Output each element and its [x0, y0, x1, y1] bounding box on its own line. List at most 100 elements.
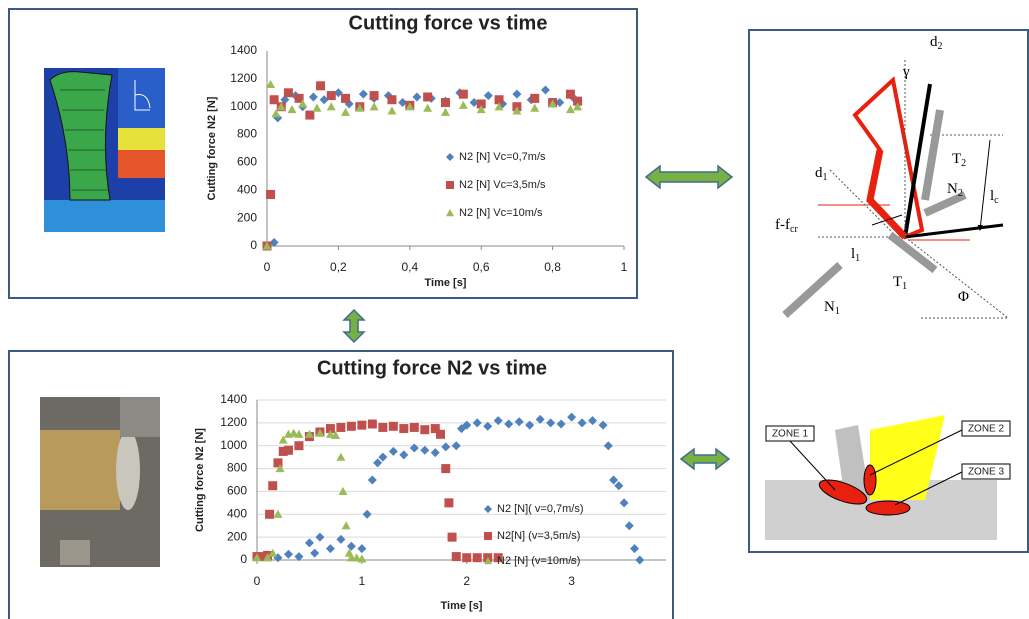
data-point: [333, 88, 343, 98]
data-point: [476, 99, 486, 109]
data-point: [262, 553, 272, 562]
data-point: [399, 450, 409, 460]
data-point: [472, 553, 482, 563]
data-point: [357, 544, 367, 554]
data-point: [268, 481, 278, 491]
data-point: [362, 509, 372, 519]
chart-title: Cutting force vs time: [349, 12, 548, 34]
data-point: [271, 109, 281, 118]
diagram-label: lc: [990, 188, 999, 206]
data-point: [409, 443, 419, 453]
data-point: [458, 100, 468, 109]
data-point: [316, 81, 326, 91]
lathe-photo: [40, 397, 160, 567]
data-point: [308, 92, 318, 102]
data-point: [358, 89, 368, 99]
diagram-label: d2: [930, 34, 943, 52]
data-point: [624, 521, 634, 531]
data-point: [269, 95, 279, 105]
diagram-label: N1: [824, 299, 840, 317]
data-point: [294, 552, 304, 562]
data-point: [556, 419, 566, 429]
data-point: [283, 445, 293, 455]
data-point: [341, 107, 351, 116]
x-tick-label: 0,4: [401, 260, 418, 274]
diagram-label: T2: [952, 151, 966, 169]
x-tick-label: 0: [264, 260, 271, 274]
data-point: [287, 105, 297, 114]
data-point: [430, 448, 440, 458]
data-point: [588, 416, 598, 426]
data-point: [315, 428, 325, 437]
data-point: [378, 452, 388, 462]
data-point: [388, 446, 398, 456]
data-point: [387, 106, 397, 115]
x-tick-label: 3: [568, 574, 575, 588]
zone-label: ZONE 1: [772, 429, 809, 440]
label-main: T: [952, 151, 961, 167]
data-point: [266, 79, 276, 89]
data-point: [315, 532, 325, 542]
y-tick-label: 200: [237, 210, 257, 224]
data-point: [609, 475, 619, 485]
diagram-label: γ: [902, 64, 910, 80]
label-sub: 2: [938, 41, 943, 52]
data-point: [493, 416, 503, 426]
label-sub: 1: [835, 306, 840, 317]
data-point: [283, 88, 293, 98]
y-axis-label: Cutting force N2 [N]: [206, 96, 218, 200]
data-point: [441, 107, 450, 116]
data-point: [367, 419, 377, 429]
legend-label: N2 [N] Vc=3,5m/s: [459, 179, 546, 191]
y-tick-label: 800: [227, 461, 247, 475]
legend-marker: [446, 209, 454, 217]
data-point: [451, 441, 461, 451]
data-point: [546, 418, 556, 428]
data-point: [273, 509, 283, 518]
data-point: [265, 509, 275, 519]
data-point: [405, 102, 415, 111]
label-main: T: [893, 274, 902, 290]
data-point: [493, 553, 503, 563]
label-sub: 1: [902, 281, 907, 292]
data-point: [573, 96, 583, 106]
label-main: l: [990, 188, 994, 204]
data-point: [577, 418, 587, 428]
link-arrows: [342, 164, 734, 471]
data-point: [326, 102, 336, 111]
label-sub: 2: [958, 188, 963, 199]
data-point: [331, 430, 341, 440]
data-point: [298, 99, 308, 108]
data-point: [367, 475, 377, 485]
label-main: γ: [902, 64, 910, 80]
data-point: [278, 435, 288, 444]
y-tick-label: 0: [240, 552, 247, 566]
legend-marker: [446, 153, 454, 161]
data-point: [441, 464, 451, 474]
data-point: [423, 103, 433, 112]
zone-diagram: [765, 415, 1011, 540]
diagram-label: N2: [947, 181, 963, 199]
data-point: [451, 552, 461, 562]
data-point: [512, 89, 522, 99]
data-point: [346, 421, 356, 431]
data-point: [458, 89, 468, 99]
x-tick-label: 1: [621, 260, 628, 274]
diagram-label: T1: [893, 274, 907, 292]
data-point: [378, 422, 388, 432]
y-tick-label: 1000: [230, 99, 257, 113]
panel-top: [8, 8, 638, 299]
y-tick-label: 400: [227, 506, 247, 520]
fem-image: [44, 68, 165, 232]
data-point: [357, 554, 367, 563]
data-point: [312, 103, 322, 112]
data-point: [530, 93, 540, 103]
diagram-label: f-fcr: [775, 217, 798, 235]
label-main: d: [930, 34, 938, 50]
panel-right: [748, 29, 1029, 553]
data-point: [540, 85, 550, 95]
diagram-label: l1: [851, 246, 860, 264]
y-tick-label: 1400: [220, 392, 247, 406]
data-point: [369, 91, 379, 101]
label-sub: c: [994, 195, 999, 206]
